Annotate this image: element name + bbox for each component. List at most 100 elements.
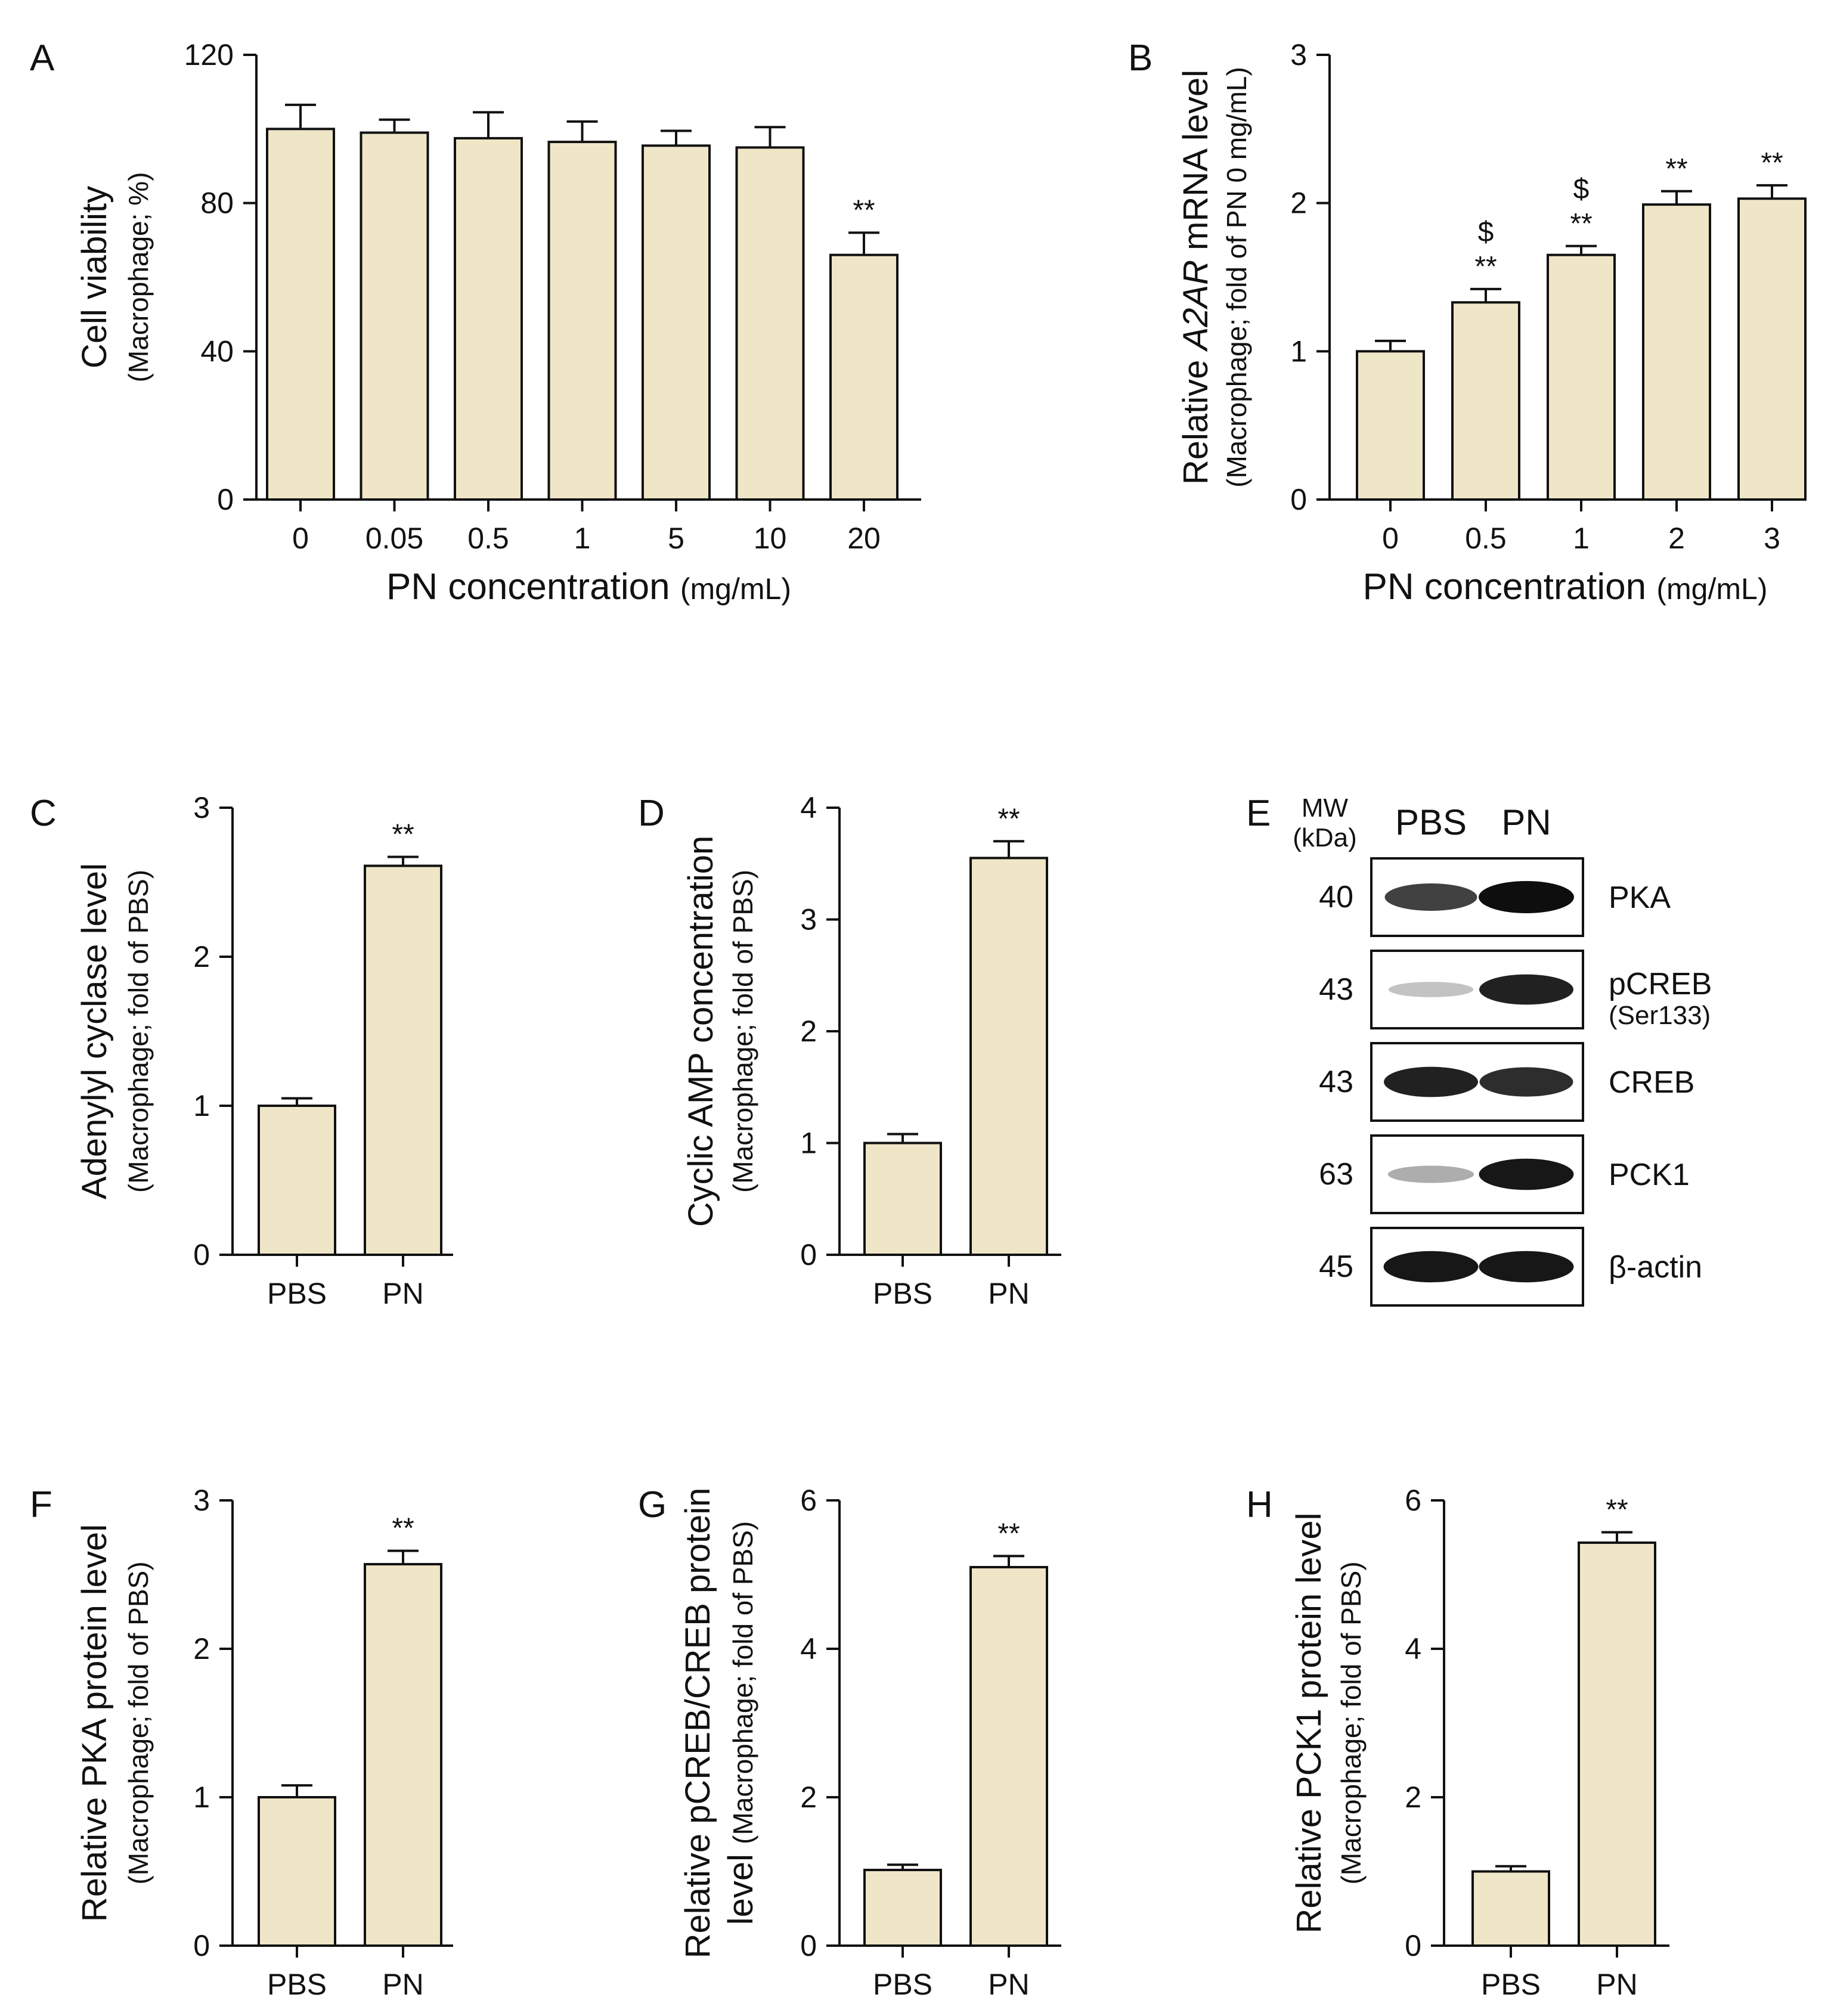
y-axis-title: Relative PKA protein level [75,1524,114,1922]
bar [969,1566,1048,1947]
blot-band [1479,974,1573,1005]
panel-letter: C [30,793,57,834]
bar [1471,1870,1550,1947]
significance-label: ** [1665,153,1687,185]
x-category-label: PBS [873,1968,932,2001]
bar [547,141,617,501]
panel-h-pck1-protein-chart: H 0 2 4 6 PBS PN ** Relative PCK1 protein level(… [1246,1484,1669,2001]
y-tick-label: 3 [193,791,210,824]
mw-value: 43 [1319,972,1353,1007]
panel-g-pcreb-creb-chart: G 0 2 4 6 PBS PN ** Relative pCREB/CREB protein l… [638,1484,1061,2001]
blot-band [1387,1165,1474,1183]
y-tick-label: 1 [1290,334,1307,368]
panel-letter: B [1128,38,1152,79]
significance-label: ** [1474,251,1497,283]
significance-label: ** [1606,1494,1628,1526]
x-category-label: 0 [292,522,309,555]
panel-c-adenylyl-cyclase-chart: C 0 1 2 3 PBS PN ** Adenylyl cyclase level (Macro… [30,791,453,1310]
bar [454,137,523,501]
significance-label-secondary: $ [1478,216,1494,248]
y-tick-label: 1 [193,1089,210,1122]
mw-title: MW [1302,793,1349,823]
blot-band [1479,1158,1574,1190]
panel-f-pka-protein-chart: F 0 1 2 3 PBS PN ** Relative PKA protein level (M… [30,1484,453,2001]
x-category-label: 0 [1382,522,1399,555]
protein-sublabel: (Ser133) [1609,1001,1711,1030]
protein-label: β-actin [1609,1250,1702,1285]
panel-letter: H [1246,1484,1273,1525]
protein-label: PCK1 [1609,1158,1690,1192]
bar [258,1796,336,1947]
bar [258,1105,336,1256]
y-axis-title-part: mRNA level [1176,70,1215,260]
y-tick-label: 4 [800,791,817,824]
y-axis-subtitle: (Macrophage; fold of PBS) [123,1561,154,1884]
x-axis-title-part: PN concentration [1363,566,1657,607]
y-tick-label: 0 [217,483,234,516]
bar [1547,253,1616,501]
y-axis-subtitle: (Macrophage; fold of PBS) [727,1521,758,1844]
x-category-label: PBS [873,1277,932,1310]
y-tick-label: 0 [193,1929,210,1962]
mw-value: 40 [1319,880,1353,914]
y-tick-label: 0 [800,1238,817,1271]
x-category-label: PN [988,1277,1029,1310]
y-axis-title-gene: A2AR [1176,260,1215,352]
y-tick-label: 40 [200,334,234,368]
blot-band [1479,881,1574,913]
mw-value: 43 [1319,1065,1353,1099]
x-axis-unit: (mg/mL) [1656,572,1767,606]
significance-label: ** [853,194,875,226]
significance-label: ** [392,819,414,851]
protein-label: pCREB [1609,967,1712,1001]
y-axis-subtitle: (Macrophage; fold of PBS) [123,870,154,1193]
significance-label: ** [997,803,1020,835]
mw-value: 63 [1319,1157,1353,1192]
blot-band [1479,1067,1573,1097]
y-tick-label: 2 [193,940,210,973]
panel-e-western-blot: E MW(kDa) PBS PN 40 PKA 43 pCREB(Ser133) 43 CREB 6… [1246,793,1712,1307]
blot-band [1388,982,1474,997]
y-tick-label: 4 [800,1632,817,1665]
bar [863,1869,942,1947]
significance-label: ** [392,1513,414,1544]
bar [364,1563,442,1947]
y-tick-label: 1 [193,1781,210,1814]
y-axis-title-part: level [721,1844,760,1925]
bar [642,144,711,501]
significance-label: ** [1570,208,1592,240]
bar [969,857,1048,1256]
panel-letter: A [30,38,55,79]
y-axis-title: Relative PCK1 protein level [1290,1512,1328,1933]
y-tick-label: 0 [800,1929,817,1962]
y-tick-label: 6 [1405,1484,1421,1517]
panel-d-cyclic-amp-chart: D 0 1 2 3 4 PBS PN ** Cyclic AMP concentration (Ma… [638,791,1061,1310]
panel-letter: E [1246,793,1271,834]
y-tick-label: 3 [800,903,817,936]
bar [829,253,899,501]
y-axis-subtitle: (Macrophage; %) [123,172,154,383]
x-category-label: PBS [1481,1968,1541,2001]
bar [360,131,429,501]
blot-band [1383,1251,1479,1283]
y-tick-label: 0 [1290,483,1307,516]
x-category-label: 10 [754,522,787,555]
lane-label: PBS [1395,802,1467,842]
y-tick-label: 0 [1405,1929,1421,1962]
y-tick-label: 3 [193,1484,210,1517]
blot-band [1479,1251,1574,1283]
mw-value: 45 [1319,1249,1353,1284]
panel-letter: D [638,793,665,834]
significance-label: ** [997,1518,1020,1549]
y-axis-subtitle: (Macrophage; fold of PN 0 mg/mL) [1221,67,1252,488]
x-axis-title-part: PN concentration [386,566,680,607]
bar [1451,301,1520,501]
panel-letter: G [638,1484,667,1525]
panel-letter: F [30,1484,52,1525]
y-axis-title: Relative A2AR mRNA level [1176,70,1215,485]
y-axis-title: Relative pCREB/CREB protein [679,1488,717,1959]
y-axis-title: Cyclic AMP concentration [681,836,720,1227]
y-axis-title: Adenylyl cyclase level [75,863,114,1199]
bar [863,1142,942,1256]
